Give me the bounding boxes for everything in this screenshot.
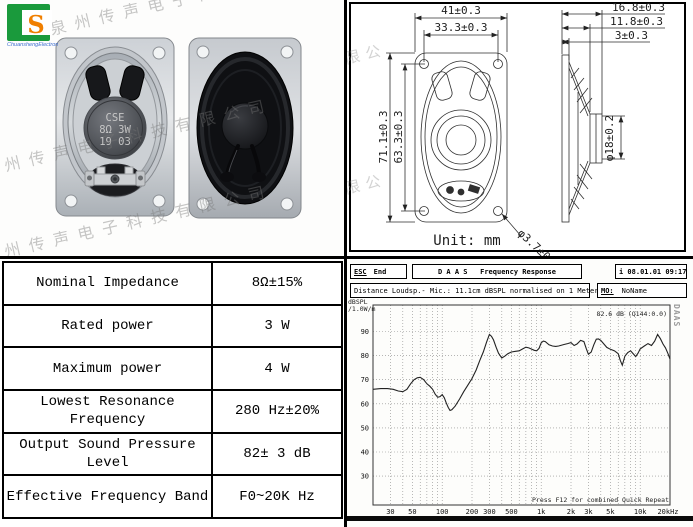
- chart-timestamp: i 08.01.01 09:17: [615, 264, 687, 279]
- y-axis-unit-line2: /1.0W/m: [348, 305, 376, 313]
- spec-row: Maximum power 4 W: [4, 348, 341, 392]
- spec-row: Nominal Impedance 8Ω±15%: [4, 263, 341, 306]
- x-tick-label: 30: [386, 508, 394, 516]
- horizontal-divider: [0, 256, 693, 259]
- dim-width-holes: 33.3±0.3: [435, 21, 488, 34]
- dim-flange: 3±0.3: [615, 29, 648, 42]
- spec-name: Rated power: [4, 305, 213, 347]
- screw-hole: [64, 194, 78, 208]
- magnet-label-brand: CSE: [106, 112, 125, 124]
- speaker-photo-rear: CSE 8Ω 3W 19 03: [55, 37, 175, 217]
- spec-value: 3 W: [264, 317, 290, 334]
- level-annotation: 82.6 dB (Q144:0.0): [596, 310, 667, 318]
- technical-drawing-panel: 41±0.3 33.3±0.3 71.1±0.3 63.3±0.3 16.8±0…: [343, 0, 693, 256]
- mo-value: NoName: [621, 286, 647, 295]
- chart-grid: [373, 305, 670, 505]
- screw-hole: [196, 45, 210, 59]
- y-tick-label: 80: [361, 352, 369, 360]
- x-tick-label: 200: [466, 508, 479, 516]
- x-tick-label: 100: [436, 508, 449, 516]
- frequency-response-panel: ESC End D A A S Frequency Response i 08.…: [345, 258, 693, 527]
- spec-value: 4 W: [264, 360, 290, 377]
- y-tick-label: 50: [361, 424, 369, 432]
- spec-value: 8Ω±15%: [251, 275, 303, 292]
- spec-name: Output Sound Pressure Level: [4, 433, 213, 475]
- chart-title: D A A S Frequency Response: [412, 264, 582, 279]
- plot-border: [372, 304, 671, 506]
- screw-hole: [64, 46, 78, 60]
- screw-hole: [196, 197, 210, 211]
- vertical-divider: [344, 0, 347, 527]
- screw-hole: [280, 45, 294, 59]
- y-tick-label: 30: [361, 473, 369, 481]
- spec-row: Lowest Resonance Frequency 280 Hz±20%: [4, 391, 341, 434]
- dim-depth-frame: 11.8±0.3: [610, 15, 663, 28]
- spec-row: Effective Frequency Band F0~20K Hz: [4, 476, 341, 518]
- footer-hint: Press F12 for combined Quick Repeat: [532, 496, 669, 504]
- dim-height-outer: 71.1±0.3: [377, 111, 390, 164]
- dim-magnet: φ18±0.2: [603, 115, 616, 161]
- chart-bottom-bar: [345, 516, 693, 521]
- x-tick-label: 5k: [606, 508, 615, 516]
- dim-depth-total: 16.8±0.3: [612, 1, 665, 14]
- mo-label: MO:: [601, 286, 614, 295]
- spec-name: Nominal Impedance: [4, 263, 213, 304]
- esc-key-label: ESC: [354, 267, 367, 276]
- magnet-label-date: 19 03: [99, 136, 131, 148]
- spec-name: Effective Frequency Band: [4, 476, 213, 518]
- frequency-response-curve: [372, 333, 671, 412]
- spec-value: F0~20K Hz: [239, 488, 315, 505]
- dim-width-outer: 41±0.3: [441, 4, 481, 17]
- dim-mounting-hole: φ3.7±0.1: [515, 227, 563, 256]
- speaker-photo-front: [188, 37, 302, 219]
- screw-hole: [152, 46, 166, 60]
- spec-row: Rated power 3 W: [4, 305, 341, 349]
- product-photos-panel: CSE 8Ω 3W 19 03: [0, 0, 345, 267]
- spec-row: Output Sound Pressure Level 82± 3 dB: [4, 433, 341, 477]
- spec-table-panel: Nominal Impedance 8Ω±15% Rated power 3 W Max…: [0, 258, 345, 527]
- magnet: [83, 96, 147, 160]
- x-tick-label: 500: [505, 508, 518, 516]
- screw-hole: [280, 197, 294, 211]
- end-label: End: [373, 267, 387, 276]
- x-tick-label: 3k: [584, 508, 593, 516]
- x-tick-label: 300: [483, 508, 496, 516]
- y-tick-label: 60: [361, 400, 369, 408]
- logo-s-letter: S: [27, 10, 45, 39]
- x-tick-label: 1k: [537, 508, 546, 516]
- y-axis-tick-labels: 30 40 50 60 70 80 90: [361, 328, 369, 481]
- y-tick-label: 70: [361, 376, 369, 384]
- spec-name: Maximum power: [4, 348, 213, 390]
- spec-name: Lowest Resonance Frequency: [4, 391, 213, 432]
- mo-box: MO: NoName: [597, 283, 687, 298]
- x-tick-label: 50: [408, 508, 416, 516]
- screw-hole: [152, 194, 166, 208]
- y-axis-unit-line1: dBSPL: [348, 298, 368, 306]
- daas-brand-vertical: DAAS: [672, 304, 681, 328]
- dust-cap: [221, 102, 269, 150]
- speaker-photos: CSE 8Ω 3W 19 03: [55, 37, 302, 219]
- logo-c-mark: S: [7, 4, 52, 41]
- magnet-label-spec: 8Ω 3W: [99, 124, 131, 136]
- dimension-drawing: 41±0.3 33.3±0.3 71.1±0.3 63.3±0.3 16.8±0…: [377, 1, 665, 256]
- company-logo: S ChuanshengElectron: [7, 4, 67, 48]
- esc-end-button: ESC End: [350, 264, 407, 279]
- y-tick-label: 90: [361, 328, 369, 336]
- x-axis-tick-labels: 30 50 100 200 300 500 1k 2k 3k 5k 10k 20kHz: [386, 508, 678, 516]
- dim-height-holes: 63.3±0.3: [392, 111, 405, 164]
- frequency-response-chart: 30 50 100 200 300 500 1k 2k 3k 5k 10k 20kHz 30 40 50 60…: [361, 304, 679, 516]
- logo-caption: ChuanshengElectron: [7, 42, 59, 48]
- measurement-info: Distance Loudsp.- Mic.: 11.1cm dBSPL nor…: [350, 283, 598, 298]
- unit-label: Unit: mm: [433, 233, 500, 249]
- drawing-border: [349, 2, 686, 252]
- x-tick-label: 2k: [567, 508, 576, 516]
- x-tick-label: 20kHz: [657, 508, 678, 516]
- y-tick-label: 40: [361, 448, 369, 456]
- spec-value: 280 Hz±20%: [234, 403, 319, 420]
- spec-table: Nominal Impedance 8Ω±15% Rated power 3 W Max…: [2, 261, 343, 519]
- spec-value: 82± 3 dB: [243, 445, 311, 462]
- x-tick-label: 10k: [634, 508, 647, 516]
